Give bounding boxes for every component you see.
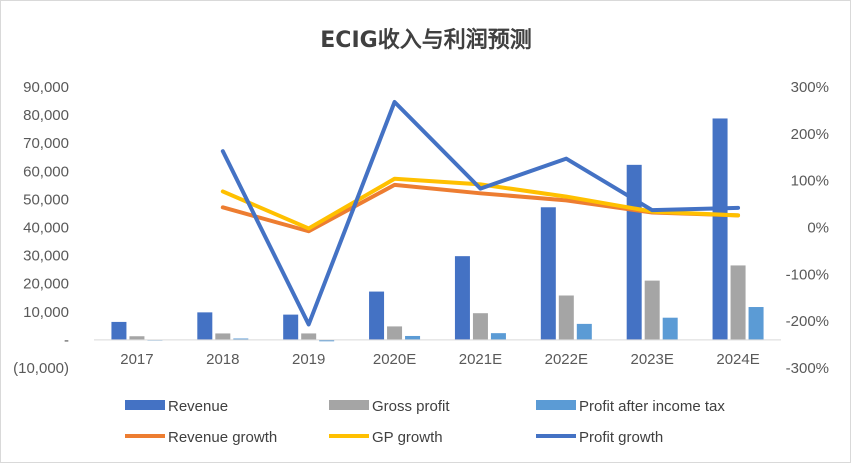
- chart-title: ECIG收入与利润预测: [320, 27, 531, 53]
- category-axis-ticks: 2017 2018 2019 2020E 2021E 2022E 2023E 2024E: [120, 351, 760, 368]
- bar-gross-profit-2022e: [558, 295, 574, 340]
- bar-revenue-2022e: [540, 207, 556, 340]
- bar-profit-after-income-tax-2018: [233, 338, 249, 340]
- legend-label-profit-growth: Profit growth: [579, 429, 663, 446]
- right-tick-label: 300%: [791, 79, 829, 96]
- bar-revenue-2017: [111, 321, 127, 340]
- bar-profit-after-income-tax-2023e: [662, 317, 678, 340]
- bar-revenue-2024e: [712, 118, 728, 340]
- bar-revenue-2020e: [369, 291, 385, 340]
- bar-gross-profit-2019: [301, 333, 317, 340]
- left-tick-label: 10,000: [23, 304, 69, 321]
- left-tick-label: 90,000: [23, 79, 69, 96]
- legend: Revenue Gross profit Profit after income t…: [125, 398, 725, 446]
- legend-label-gross-profit: Gross profit: [372, 398, 450, 415]
- bar-gross-profit-2020e: [387, 326, 403, 340]
- right-tick-label: -300%: [786, 360, 829, 377]
- bar-gross-profit-2017: [129, 336, 145, 340]
- legend-swatch-gross-profit: [329, 400, 369, 410]
- right-axis-ticks: -300% -200% -100% 0% 100% 200% 300%: [786, 79, 829, 377]
- left-axis-ticks: (10,000) - 10,000 20,000 30,000 40,000 50,000 6…: [13, 79, 69, 377]
- legend-swatch-revenue: [125, 400, 165, 410]
- right-tick-label: -200%: [786, 313, 829, 330]
- left-tick-label: (10,000): [13, 360, 69, 377]
- bar-profit-after-income-tax-2019: [319, 339, 335, 342]
- bar-revenue-2023e: [626, 164, 642, 340]
- line-profit-growth: [220, 99, 741, 327]
- category-tick-label: 2020E: [373, 351, 416, 368]
- category-tick-label: 2017: [120, 351, 153, 368]
- right-tick-label: -100%: [786, 266, 829, 283]
- bars-layer: [111, 118, 764, 342]
- right-tick-label: 100%: [791, 173, 829, 190]
- left-tick-label: 80,000: [23, 107, 69, 124]
- category-tick-label: 2019: [292, 351, 325, 368]
- legend-label-gp-growth: GP growth: [372, 429, 443, 446]
- left-tick-label: -: [64, 332, 69, 349]
- bar-profit-after-income-tax-2022e: [576, 323, 592, 340]
- category-tick-label: 2024E: [716, 351, 759, 368]
- bar-gross-profit-2024e: [730, 265, 746, 340]
- left-tick-label: 30,000: [23, 248, 69, 265]
- bar-gross-profit-2023e: [644, 280, 660, 340]
- left-tick-label: 60,000: [23, 163, 69, 180]
- bar-profit-after-income-tax-2024e: [748, 307, 764, 340]
- right-tick-label: 200%: [791, 126, 829, 143]
- bar-revenue-2019: [283, 314, 299, 340]
- right-tick-label: 0%: [807, 220, 829, 237]
- legend-swatch-profit-after-income-tax: [536, 400, 576, 410]
- left-tick-label: 70,000: [23, 135, 69, 152]
- lines-layer: [220, 99, 741, 327]
- bar-revenue-2021e: [454, 256, 470, 340]
- left-tick-label: 50,000: [23, 191, 69, 208]
- bar-profit-after-income-tax-2021e: [490, 333, 506, 340]
- category-tick-label: 2018: [206, 351, 239, 368]
- legend-label-revenue: Revenue: [168, 398, 228, 415]
- bar-profit-after-income-tax-2020e: [405, 335, 421, 340]
- legend-label-profit-after-income-tax: Profit after income tax: [579, 398, 725, 415]
- bar-gross-profit-2018: [215, 333, 231, 340]
- bar-revenue-2018: [197, 312, 213, 340]
- category-tick-label: 2022E: [545, 351, 588, 368]
- category-tick-label: 2023E: [631, 351, 674, 368]
- bar-gross-profit-2021e: [472, 313, 488, 340]
- category-tick-label: 2021E: [459, 351, 502, 368]
- left-tick-label: 20,000: [23, 276, 69, 293]
- legend-label-revenue-growth: Revenue growth: [168, 429, 277, 446]
- left-tick-label: 40,000: [23, 220, 69, 237]
